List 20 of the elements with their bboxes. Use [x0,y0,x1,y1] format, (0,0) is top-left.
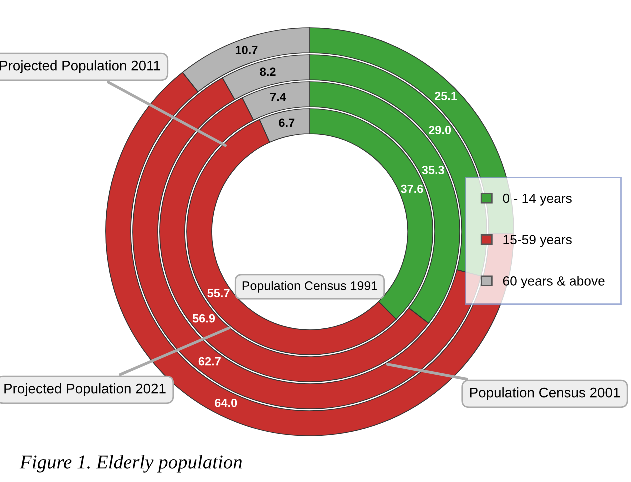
legend-label: 15-59 years [504,235,572,248]
data-label: 64.0 [215,398,238,408]
data-label: 29.0 [428,126,452,134]
slice-label: Projected Population 2021 [4,384,166,396]
slice-label: Projected Population 2011 [0,60,160,74]
data-label: 10.7 [236,46,258,54]
slice-label: Population Census 1991 [242,281,378,293]
data-label: 6.7 [279,118,295,128]
legend-label: 60 years & above [503,276,605,288]
data-label: 56.9 [192,314,216,323]
legend-label: 0 - 14 years [503,194,572,206]
data-label: 55.7 [208,289,230,298]
slice-label: Population Census 2001 [470,388,620,400]
data-label: 37.6 [401,184,424,194]
data-label: 25.1 [434,92,458,100]
data-label: 35.3 [422,166,444,174]
data-label: 8.2 [260,68,276,76]
caption: Figure 1. Elderly population [20,455,242,473]
data-label: 62.7 [198,357,221,366]
data-label: 7.4 [270,93,286,102]
